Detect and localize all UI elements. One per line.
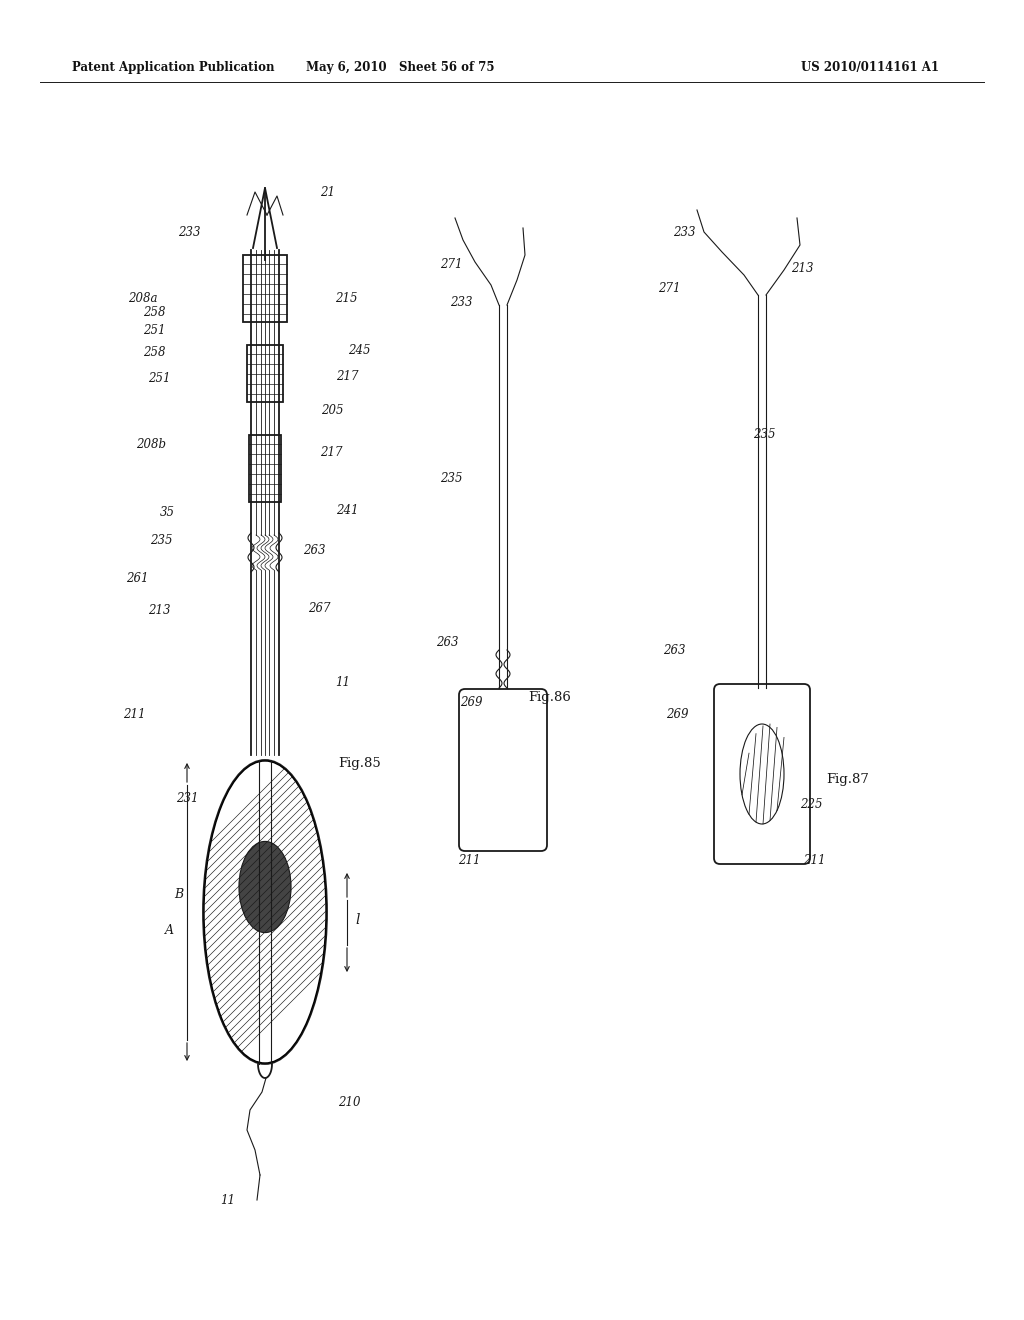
Text: 213: 213: [791, 261, 813, 275]
Text: 11: 11: [335, 676, 350, 689]
Text: 261: 261: [126, 572, 148, 585]
Text: 258: 258: [143, 346, 166, 359]
Text: 235: 235: [150, 533, 172, 546]
Text: 251: 251: [148, 371, 171, 384]
Text: US 2010/0114161 A1: US 2010/0114161 A1: [801, 61, 939, 74]
Text: 269: 269: [460, 696, 482, 709]
Ellipse shape: [740, 723, 784, 824]
Text: 217: 217: [336, 370, 358, 383]
Text: 271: 271: [658, 281, 681, 294]
Text: 233: 233: [673, 227, 695, 239]
Text: Patent Application Publication: Patent Application Publication: [72, 61, 274, 74]
Text: 263: 263: [436, 635, 459, 648]
Ellipse shape: [239, 841, 291, 933]
Text: 35: 35: [160, 506, 175, 519]
Text: 235: 235: [440, 471, 463, 484]
Text: 210: 210: [338, 1096, 360, 1109]
Text: 213: 213: [148, 603, 171, 616]
Text: 269: 269: [666, 708, 688, 721]
Text: 211: 211: [458, 854, 480, 866]
Text: Fig.85: Fig.85: [338, 758, 381, 771]
Text: 241: 241: [336, 503, 358, 516]
FancyBboxPatch shape: [459, 689, 547, 851]
Text: 208b: 208b: [136, 438, 166, 451]
Text: 233: 233: [178, 226, 201, 239]
Text: 251: 251: [143, 323, 166, 337]
Text: Fig.87: Fig.87: [826, 774, 869, 787]
Text: 211: 211: [123, 709, 145, 722]
Text: 258: 258: [143, 306, 166, 319]
Text: 225: 225: [800, 797, 822, 810]
Text: 11: 11: [220, 1193, 234, 1206]
Text: 217: 217: [319, 446, 342, 458]
Text: 235: 235: [753, 429, 775, 441]
Text: A: A: [165, 924, 173, 936]
Bar: [247, 345, 283, 403]
Text: 208a: 208a: [128, 292, 158, 305]
Bar: [249, 436, 281, 502]
Text: May 6, 2010   Sheet 56 of 75: May 6, 2010 Sheet 56 of 75: [306, 61, 495, 74]
Text: 267: 267: [308, 602, 331, 615]
Bar: [243, 255, 287, 322]
FancyBboxPatch shape: [714, 684, 810, 865]
Text: l: l: [355, 913, 359, 927]
Text: 231: 231: [176, 792, 199, 805]
Text: 245: 245: [348, 343, 371, 356]
Text: 233: 233: [450, 296, 472, 309]
Text: Fig.86: Fig.86: [528, 690, 570, 704]
Text: B: B: [174, 888, 183, 902]
Text: 263: 263: [303, 544, 326, 557]
Text: 21: 21: [319, 186, 335, 198]
Text: 263: 263: [663, 644, 685, 656]
Text: 211: 211: [803, 854, 825, 866]
Text: 205: 205: [321, 404, 343, 417]
Text: 271: 271: [440, 259, 463, 272]
Ellipse shape: [203, 760, 327, 1064]
Text: 215: 215: [335, 292, 357, 305]
